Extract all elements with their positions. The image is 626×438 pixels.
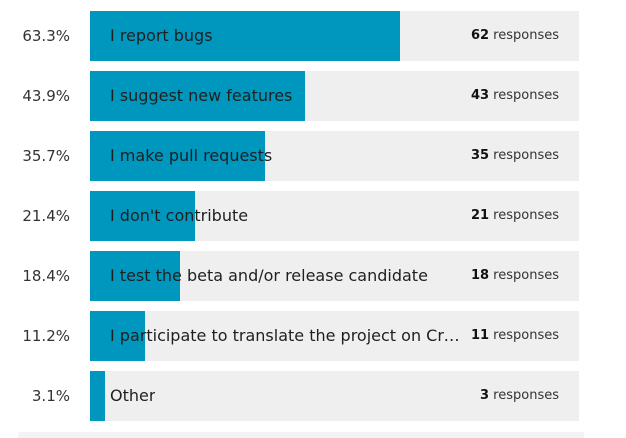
response-number: 62 xyxy=(470,28,490,43)
bar-label: I report bugs xyxy=(110,26,213,45)
percent-label: 63.3% xyxy=(22,27,70,45)
response-number: 35 xyxy=(470,148,490,163)
percent-label: 21.4% xyxy=(22,207,70,225)
response-unit: responses xyxy=(489,328,559,343)
bar-track: I don't contribute 21 responses xyxy=(90,191,579,241)
bar-label: I test the beta and/or release candidate xyxy=(110,266,428,285)
bar-fill xyxy=(90,191,195,241)
response-unit: responses xyxy=(489,148,559,163)
bar-label: Other xyxy=(110,386,156,405)
bar-track: I make pull requests 35 responses xyxy=(90,131,579,181)
response-number: 43 xyxy=(470,88,490,103)
bar-fill xyxy=(90,131,265,181)
chart-row: 43.9% I suggest new features 43 responses xyxy=(0,71,626,121)
percent-label: 43.9% xyxy=(22,87,70,105)
response-number: 3 xyxy=(480,388,490,403)
bar-label: I don't contribute xyxy=(110,206,249,225)
response-bar-chart: 63.3% I report bugs 62 responses 43.9% I sug… xyxy=(0,11,626,431)
bar-track: I report bugs 62 responses xyxy=(90,11,579,61)
bar-track: I suggest new features 43 responses xyxy=(90,71,579,121)
bar-label: I participate to translate the project o… xyxy=(110,326,465,345)
response-unit: responses xyxy=(489,28,559,43)
bar-fill xyxy=(90,311,145,361)
percent-label: 3.1% xyxy=(31,387,70,405)
percent-label: 18.4% xyxy=(22,267,70,285)
response-count: 35 responses xyxy=(471,131,559,181)
response-count: 3 responses xyxy=(480,371,559,421)
footer-strip xyxy=(18,432,584,438)
chart-row: 3.1% Other 3 responses xyxy=(0,371,626,421)
response-number: 18 xyxy=(470,268,490,283)
percent-label: 35.7% xyxy=(22,147,70,165)
percent-label: 11.2% xyxy=(22,327,70,345)
response-unit: responses xyxy=(489,388,559,403)
response-count: 11 responses xyxy=(471,311,559,361)
response-number: 21 xyxy=(470,208,490,223)
response-number: 11 xyxy=(470,328,490,343)
bar-label: I make pull requests xyxy=(110,146,273,165)
response-unit: responses xyxy=(489,88,559,103)
response-unit: responses xyxy=(489,268,559,283)
bar-track: Other 3 responses xyxy=(90,371,579,421)
bar-label: I suggest new features xyxy=(110,86,293,105)
response-unit: responses xyxy=(489,208,559,223)
response-count: 21 responses xyxy=(471,191,559,241)
chart-row: 35.7% I make pull requests 35 responses xyxy=(0,131,626,181)
response-count: 18 responses xyxy=(471,251,559,301)
bar-fill xyxy=(90,11,400,61)
chart-row: 18.4% I test the beta and/or release cand… xyxy=(0,251,626,301)
bar-track: I participate to translate the project o… xyxy=(90,311,579,361)
response-count: 62 responses xyxy=(471,11,559,61)
bar-track: I test the beta and/or release candidate… xyxy=(90,251,579,301)
bar-fill xyxy=(90,251,180,301)
chart-row: 63.3% I report bugs 62 responses xyxy=(0,11,626,61)
chart-row: 11.2% I participate to translate the proj… xyxy=(0,311,626,361)
response-count: 43 responses xyxy=(471,71,559,121)
chart-row: 21.4% I don't contribute 21 responses xyxy=(0,191,626,241)
bar-fill xyxy=(90,71,305,121)
bar-fill xyxy=(90,371,106,421)
